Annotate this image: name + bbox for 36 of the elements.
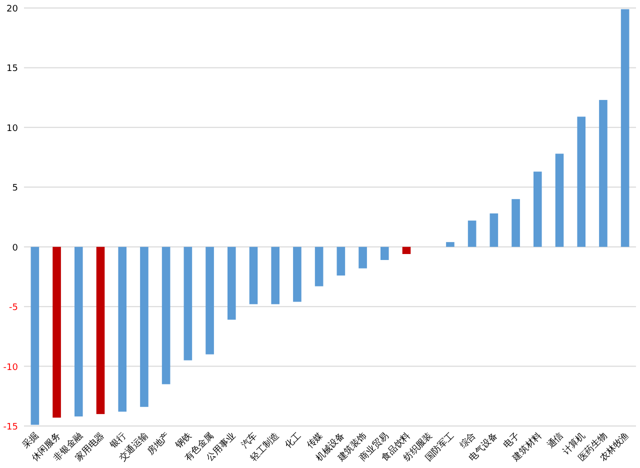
bar <box>336 246 346 276</box>
bar <box>620 9 630 247</box>
bar <box>380 246 389 260</box>
bar <box>118 246 127 412</box>
bar <box>555 154 564 247</box>
bar <box>314 246 324 286</box>
y-tick-label: 20 <box>6 4 18 14</box>
y-tick-label: -5 <box>9 303 18 314</box>
bar <box>577 116 586 247</box>
bar <box>96 246 105 414</box>
bar <box>140 246 148 407</box>
bar <box>52 246 61 418</box>
bar <box>358 246 367 268</box>
bar <box>162 246 170 384</box>
bar <box>512 199 520 247</box>
y-tick-label: 15 <box>6 64 18 74</box>
bar <box>184 246 192 360</box>
x-tick-label: 化工 <box>282 430 304 451</box>
bar <box>599 100 608 247</box>
bar <box>74 246 83 416</box>
bar <box>249 246 258 304</box>
y-tick-label: 10 <box>6 124 18 134</box>
bar <box>227 246 236 320</box>
y-tick-label: 0 <box>12 243 18 254</box>
bar <box>533 172 542 247</box>
y-tick-label: 5 <box>12 184 18 194</box>
y-tick-label: -15 <box>3 422 18 432</box>
y-tick-label: -10 <box>3 362 18 373</box>
bar <box>468 220 476 247</box>
bar <box>271 246 280 304</box>
bar <box>206 246 214 354</box>
bar <box>402 246 411 254</box>
bar <box>446 242 454 247</box>
bar <box>490 213 498 247</box>
bar <box>30 246 40 425</box>
bar <box>293 246 302 302</box>
